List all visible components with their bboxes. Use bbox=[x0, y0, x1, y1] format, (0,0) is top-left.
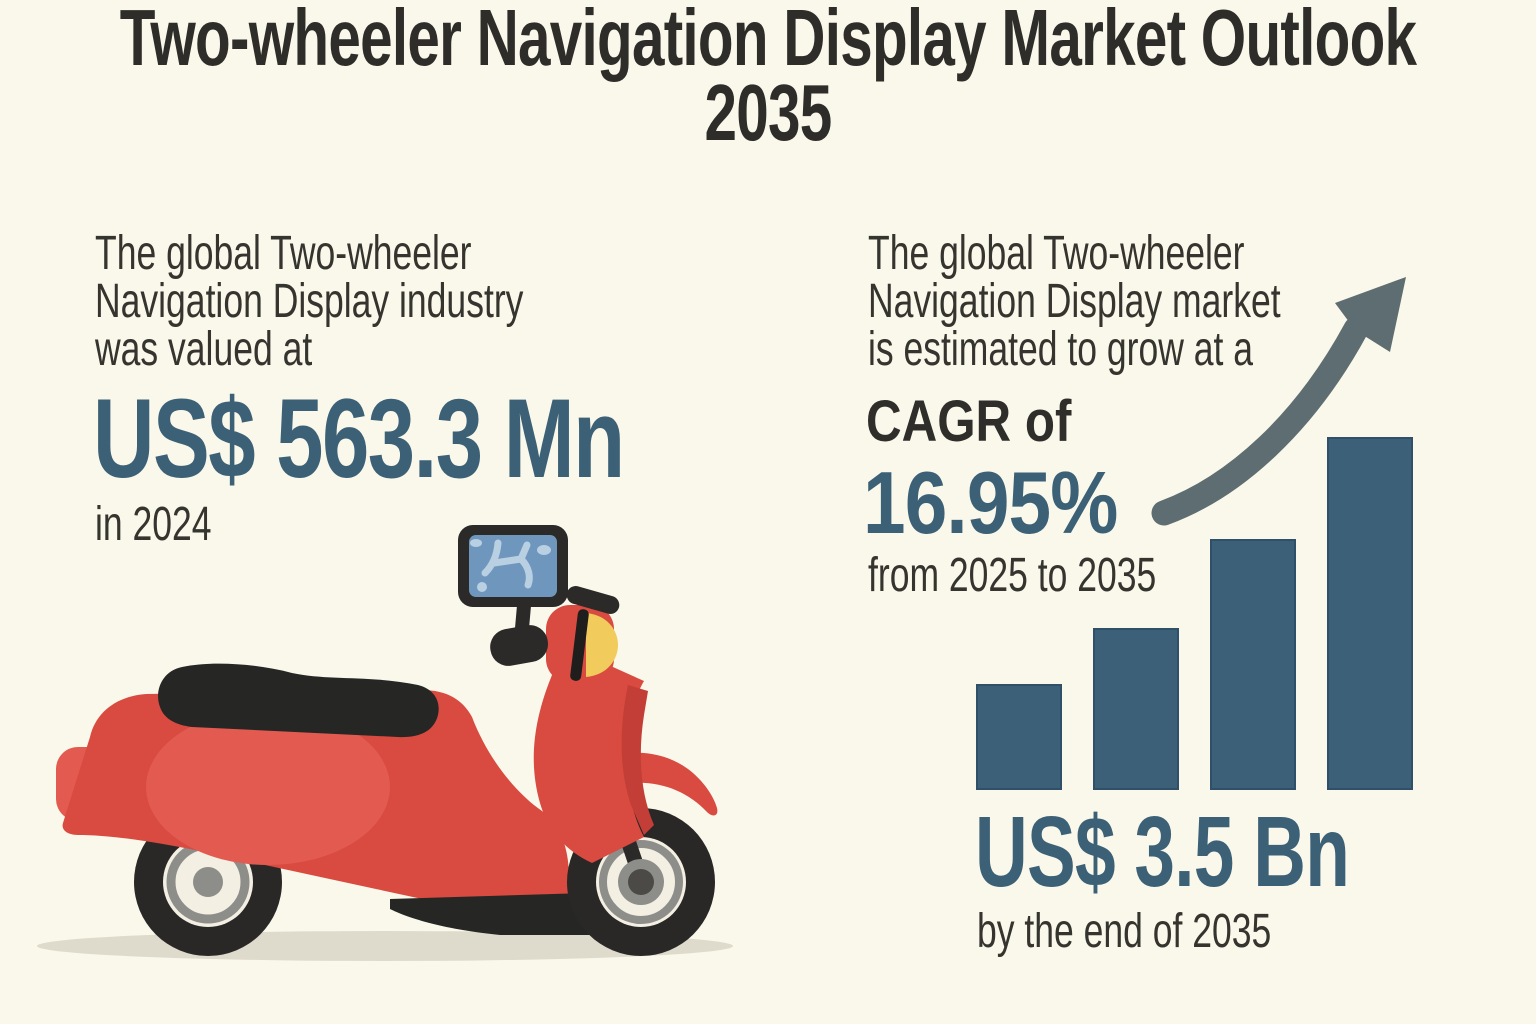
right-stat-description: The global Two-wheeler Navigation Displa… bbox=[868, 227, 1281, 376]
page-title: Two-wheeler Navigation Display Market Ou… bbox=[120, 0, 1417, 153]
cagr-label: CAGR of bbox=[866, 389, 1072, 454]
side-panel bbox=[146, 709, 390, 865]
handlebar-grip bbox=[490, 625, 549, 666]
projection-value: US$ 3.5 Bn bbox=[975, 796, 1350, 908]
growth-bar bbox=[1093, 627, 1179, 790]
left-stat-description: The global Two-wheeler Navigation Displa… bbox=[95, 227, 524, 376]
front-column-shade bbox=[621, 685, 654, 835]
growth-bar bbox=[976, 684, 1062, 790]
left-stat-period: in 2024 bbox=[95, 498, 212, 551]
growth-bar-chart bbox=[976, 437, 1416, 790]
page-title-text: Two-wheeler Navigation Display Market Ou… bbox=[119, 0, 1417, 157]
front-column bbox=[533, 663, 644, 863]
headlight-band bbox=[570, 609, 589, 681]
left-stat-value: US$ 563.3 Mn bbox=[93, 376, 625, 501]
headlight-cap bbox=[566, 586, 620, 614]
growth-bar bbox=[1327, 437, 1413, 790]
headlight-icon bbox=[586, 613, 618, 677]
seat bbox=[158, 663, 439, 738]
growth-arrow-icon bbox=[1140, 255, 1430, 540]
scooter-illustration bbox=[30, 505, 770, 975]
projection-period: by the end of 2035 bbox=[977, 905, 1272, 958]
cagr-value: 16.95% bbox=[863, 453, 1118, 552]
growth-bar bbox=[1210, 539, 1296, 790]
cagr-period: from 2025 to 2035 bbox=[868, 549, 1157, 602]
navigation-display-icon bbox=[458, 525, 568, 607]
